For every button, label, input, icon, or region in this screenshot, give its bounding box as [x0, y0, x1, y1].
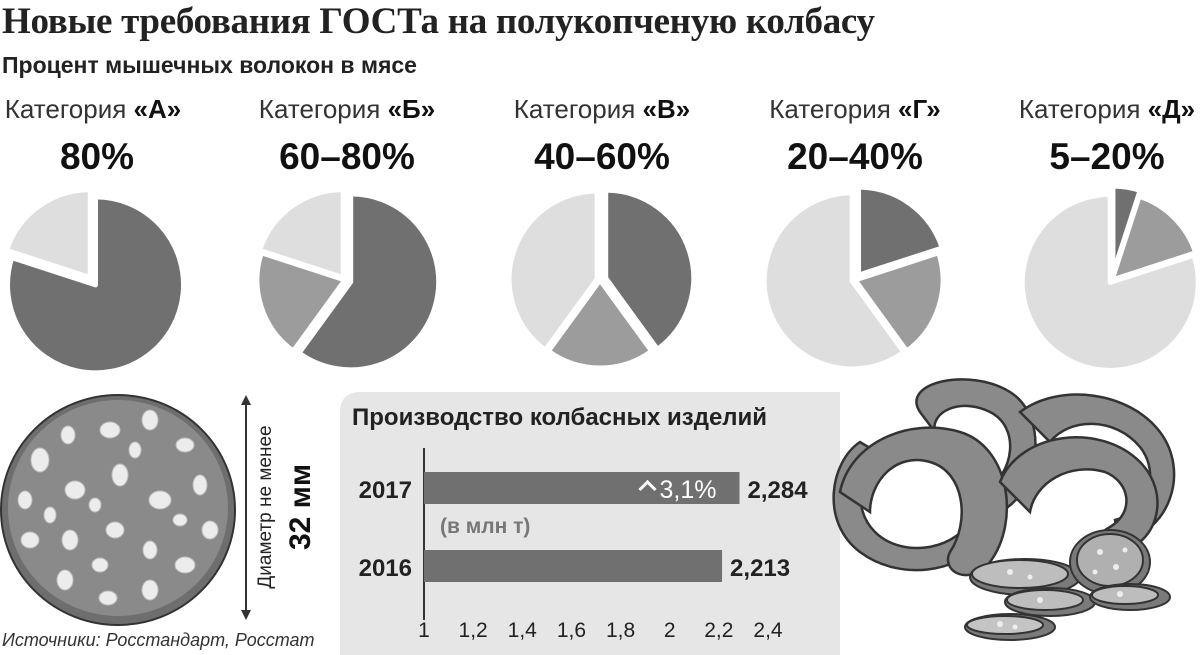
diameter-label: Диаметр не менее: [255, 425, 276, 588]
sausage-slice-illustration: [0, 394, 236, 626]
page-subtitle: Процент мышечных волокон в мясе: [2, 52, 417, 78]
growth-arrow-icon: [638, 479, 657, 492]
pie-slice-light: [763, 190, 907, 372]
bar-value-label: 2,284: [747, 477, 808, 504]
bar-tick-label: 1: [418, 619, 430, 642]
pie-slice-light: [1020, 191, 1200, 373]
category-label-g: Категория «Г»: [769, 94, 941, 124]
pie-slice-light: [257, 187, 346, 281]
pie-chart-a: [4, 187, 187, 375]
page-title: Новые требования ГОСТа на полукопченую к…: [2, 1, 875, 42]
pie-slice-light: [508, 188, 600, 353]
category-range-a: 80%: [59, 136, 135, 177]
sausages-illustration: [832, 378, 1176, 641]
pie-slice-dark: [856, 184, 945, 278]
source-note: Источники: Росстандарт, Росстат: [2, 630, 315, 650]
bar-tick-label: 2: [664, 619, 676, 642]
pie-slice-dark: [603, 187, 697, 352]
pie-chart-d: [1020, 183, 1200, 373]
category-range-b: 60–80%: [279, 136, 415, 177]
category-range-d: 5–20%: [1049, 136, 1165, 177]
category-range-g: 20–40%: [787, 136, 923, 177]
category-label-d: Категория «Д»: [1018, 94, 1196, 124]
pie-chart-b: [254, 187, 442, 373]
production-bar-chart: 2017 2,284 2016 2,213 3,1% (в млн т) 1 1,2 1,4 1,…: [359, 448, 808, 642]
pie-slice-dark: [5, 194, 187, 375]
diameter-marker: Диаметр не менее 32 мм: [241, 395, 317, 620]
pie-chart-g: [763, 184, 946, 372]
pie-slice-light: [4, 187, 93, 281]
bar-tick-label: 1,6: [557, 619, 586, 642]
diameter-value: 32 мм: [284, 464, 317, 550]
bar-unit-note: (в млн т): [440, 515, 530, 538]
bar-tick-label: 1,2: [459, 619, 488, 642]
bar-value-label: 2,213: [730, 555, 790, 582]
growth-label: 3,1%: [659, 476, 716, 504]
pie-slice-medium: [545, 277, 655, 371]
bar-category-label: 2016: [359, 555, 412, 582]
bar-tick-label: 2,4: [753, 619, 783, 642]
pie-slice-medium: [254, 250, 348, 354]
bar: [424, 550, 723, 582]
bar-tick-label: 1,4: [508, 619, 538, 642]
category-range-v: 40–60%: [534, 136, 670, 177]
category-label-v: Категория «В»: [513, 94, 691, 124]
category-label-a: Категория «А»: [4, 94, 182, 124]
pie-chart-v: [508, 187, 697, 371]
category-label-b: Категория «Б»: [258, 94, 436, 124]
bar-chart-title: Производство колбасных изделий: [352, 404, 768, 431]
pie-slice-dark: [296, 191, 442, 373]
bar-tick-label: 2,2: [704, 619, 733, 642]
bar-category-label: 2017: [359, 477, 412, 504]
bar: [424, 472, 740, 504]
bar-tick-label: 1,8: [606, 619, 635, 642]
pie-slice-medium: [852, 250, 946, 354]
